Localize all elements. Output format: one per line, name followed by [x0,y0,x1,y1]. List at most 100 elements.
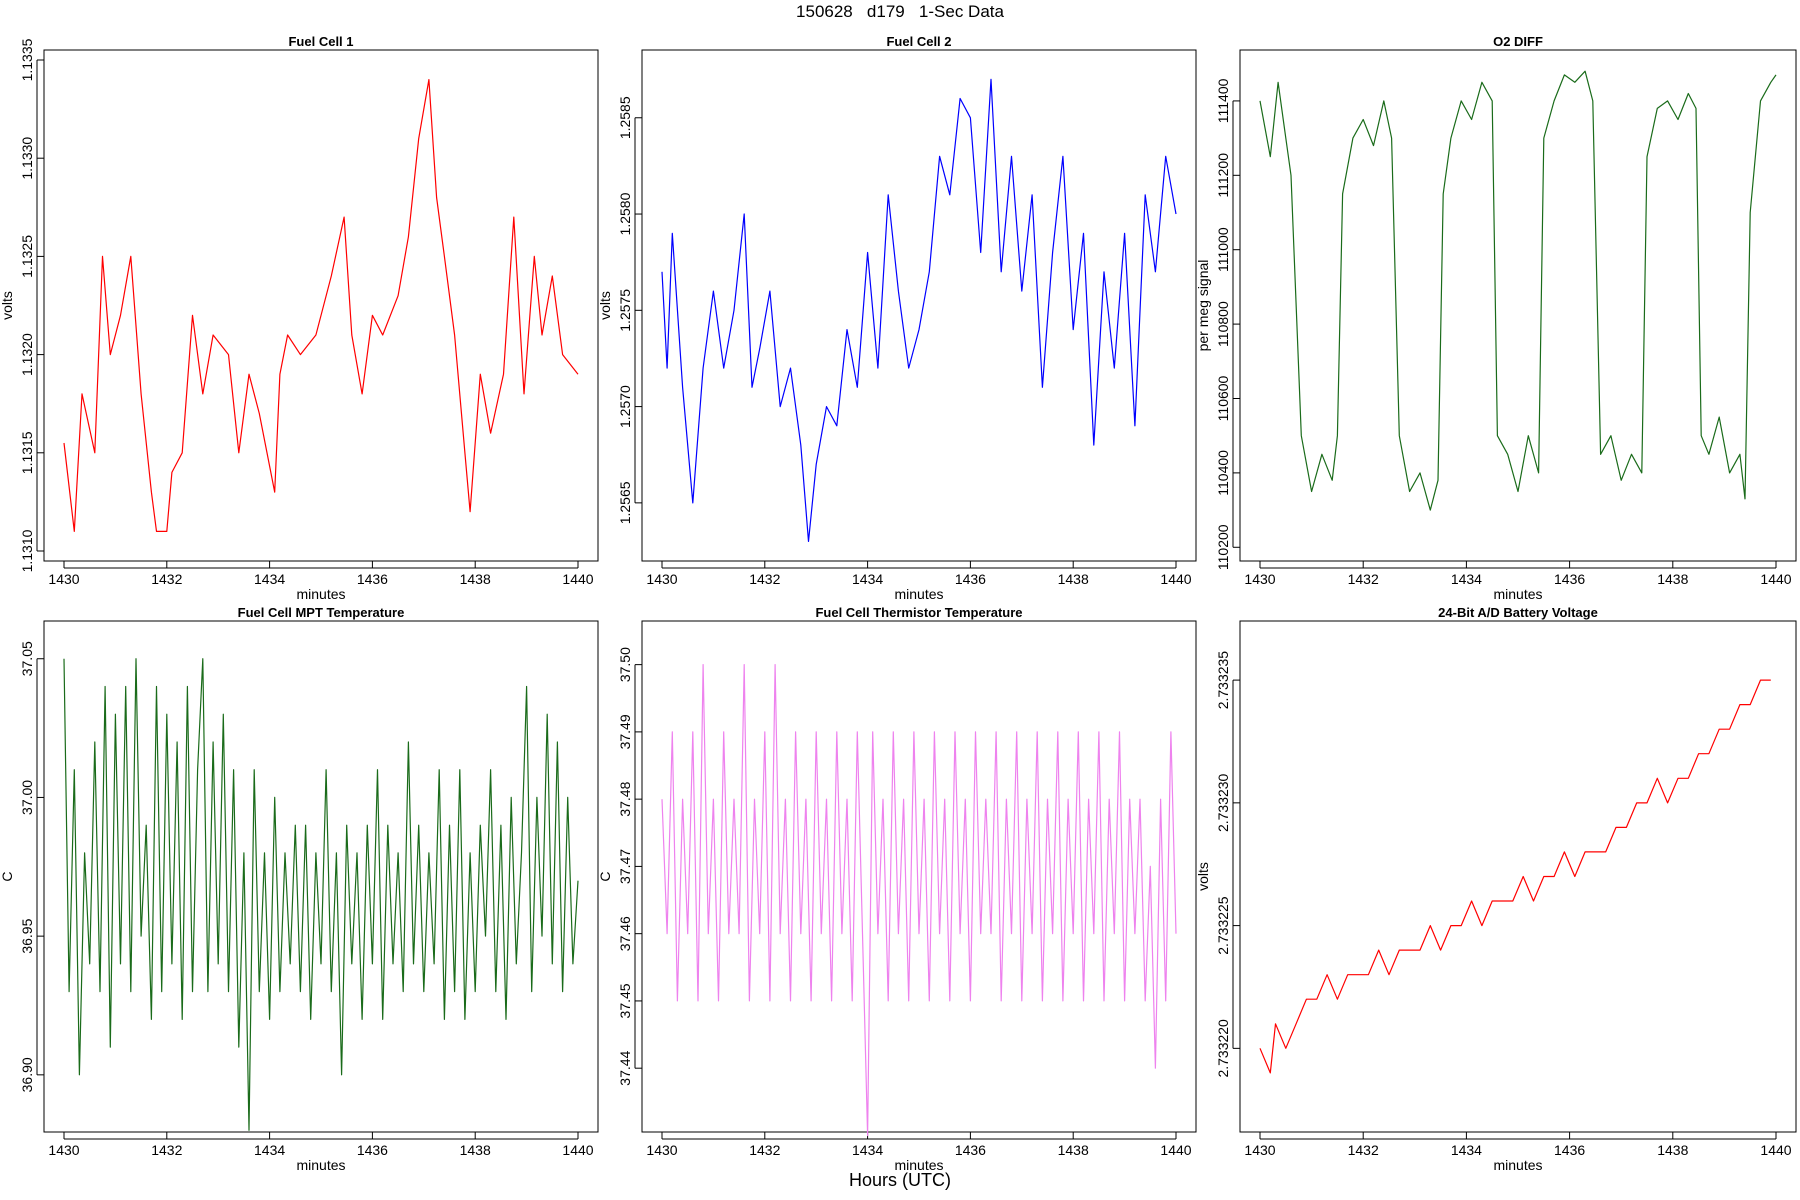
x-tick-label: 1434 [852,571,883,587]
y-tick-label: 1.2570 [617,385,633,428]
x-tick-label: 1436 [955,1142,986,1158]
x-tick-label: 1438 [1058,1142,1089,1158]
series-line [661,78,1177,543]
y-axis-label: volts [1195,862,1211,891]
series-line [661,663,1177,1137]
x-axis-label: minutes [1493,586,1542,602]
y-tick-label: 2.733225 [1215,896,1231,955]
y-tick-label: 36.90 [19,1057,35,1092]
plot-frame [43,49,599,562]
y-tick-label: 111400 [1215,78,1231,123]
y-tick-label: 1.1335 [19,38,35,81]
x-tick-label: 1432 [1348,1142,1379,1158]
plot-title: O2 DIFF [1493,34,1543,49]
x-tick-label: 1434 [254,1142,285,1158]
x-tick-label: 1436 [357,1142,388,1158]
x-axis-label: minutes [1493,1157,1542,1173]
figure-title: 150628 d179 1-Sec Data [796,2,1004,21]
y-tick-label: 37.48 [617,781,633,816]
y-tick-label: 110600 [1215,375,1231,421]
x-tick-label: 1430 [1244,1142,1275,1158]
x-tick-label: 1432 [151,571,182,587]
y-tick-label: 1.2565 [617,481,633,524]
y-tick-label: 37.47 [617,849,633,884]
x-axis-label: minutes [894,586,943,602]
x-tick-label: 1440 [1160,571,1191,587]
plot-frame [43,620,599,1133]
y-tick-label: 37.05 [19,641,35,676]
y-axis-label: volts [597,291,613,320]
y-tick-label: 37.00 [19,780,35,815]
y-tick-label: 1.1320 [19,333,35,376]
plot-title: Fuel Cell MPT Temperature [238,605,405,620]
x-tick-label: 1434 [852,1142,883,1158]
y-tick-label: 1.2575 [617,289,633,332]
x-tick-label: 1434 [254,571,285,587]
y-tick-label: 37.50 [617,647,633,682]
x-tick-label: 1438 [460,1142,491,1158]
x-tick-label: 1436 [1554,1142,1585,1158]
y-tick-label: 110400 [1215,450,1231,496]
y-tick-label: 36.95 [19,918,35,953]
plot-title: Fuel Cell 2 [886,34,951,49]
x-tick-label: 1432 [749,1142,780,1158]
plot-frame [641,620,1197,1133]
plot-frame [641,49,1197,562]
x-tick-label: 1430 [646,571,677,587]
y-tick-label: 1.2580 [617,192,633,235]
y-axis-label: per meg signal [1195,260,1211,352]
y-tick-label: 110800 [1215,301,1231,347]
x-tick-label: 1438 [1657,1142,1688,1158]
x-tick-label: 1440 [562,571,593,587]
x-tick-label: 1440 [1160,1142,1191,1158]
series-line [63,78,579,533]
x-tick-label: 1438 [460,571,491,587]
series-line [1259,70,1777,511]
x-tick-label: 1436 [357,571,388,587]
x-axis-label: minutes [894,1157,943,1173]
x-tick-label: 1438 [1058,571,1089,587]
y-tick-label: 1.1330 [19,137,35,180]
x-tick-label: 1432 [1348,571,1379,587]
x-axis-label: minutes [296,586,345,602]
series-line [63,658,579,1131]
y-tick-label: 37.44 [617,1050,633,1085]
y-tick-label: 1.2585 [617,96,633,139]
x-tick-label: 1430 [48,1142,79,1158]
x-tick-label: 1432 [749,571,780,587]
x-tick-label: 1438 [1657,571,1688,587]
y-tick-label: 37.46 [617,916,633,951]
y-tick-label: 111000 [1215,227,1231,272]
y-axis-label: volts [0,291,15,320]
y-tick-label: 1.1325 [19,235,35,278]
plot-title: Fuel Cell Thermistor Temperature [815,605,1022,620]
y-tick-label: 37.49 [617,714,633,749]
y-tick-label: 110200 [1215,524,1231,570]
x-tick-label: 1440 [562,1142,593,1158]
plot-title: Fuel Cell 1 [288,34,353,49]
plot-title: 24-Bit A/D Battery Voltage [1438,605,1598,620]
x-tick-label: 1432 [151,1142,182,1158]
plot-frame [1239,49,1797,562]
series-line [1259,679,1771,1074]
x-tick-label: 1430 [1244,571,1275,587]
y-tick-label: 1.1310 [19,529,35,572]
y-tick-label: 2.733230 [1215,773,1231,832]
figure-x-title: Hours (UTC) [849,1170,951,1190]
y-tick-label: 1.1315 [19,431,35,474]
y-tick-label: 37.45 [617,983,633,1018]
x-tick-label: 1440 [1760,1142,1791,1158]
x-tick-label: 1440 [1760,571,1791,587]
x-tick-label: 1434 [1451,1142,1482,1158]
x-tick-label: 1434 [1451,571,1482,587]
x-tick-label: 1436 [955,571,986,587]
x-tick-label: 1430 [48,571,79,587]
plot-frame [1239,620,1797,1133]
x-axis-label: minutes [296,1157,345,1173]
y-tick-label: 2.733235 [1215,651,1231,710]
y-tick-label: 111200 [1215,153,1231,198]
y-axis-label: C [597,871,613,881]
y-tick-label: 2.733220 [1215,1019,1231,1078]
